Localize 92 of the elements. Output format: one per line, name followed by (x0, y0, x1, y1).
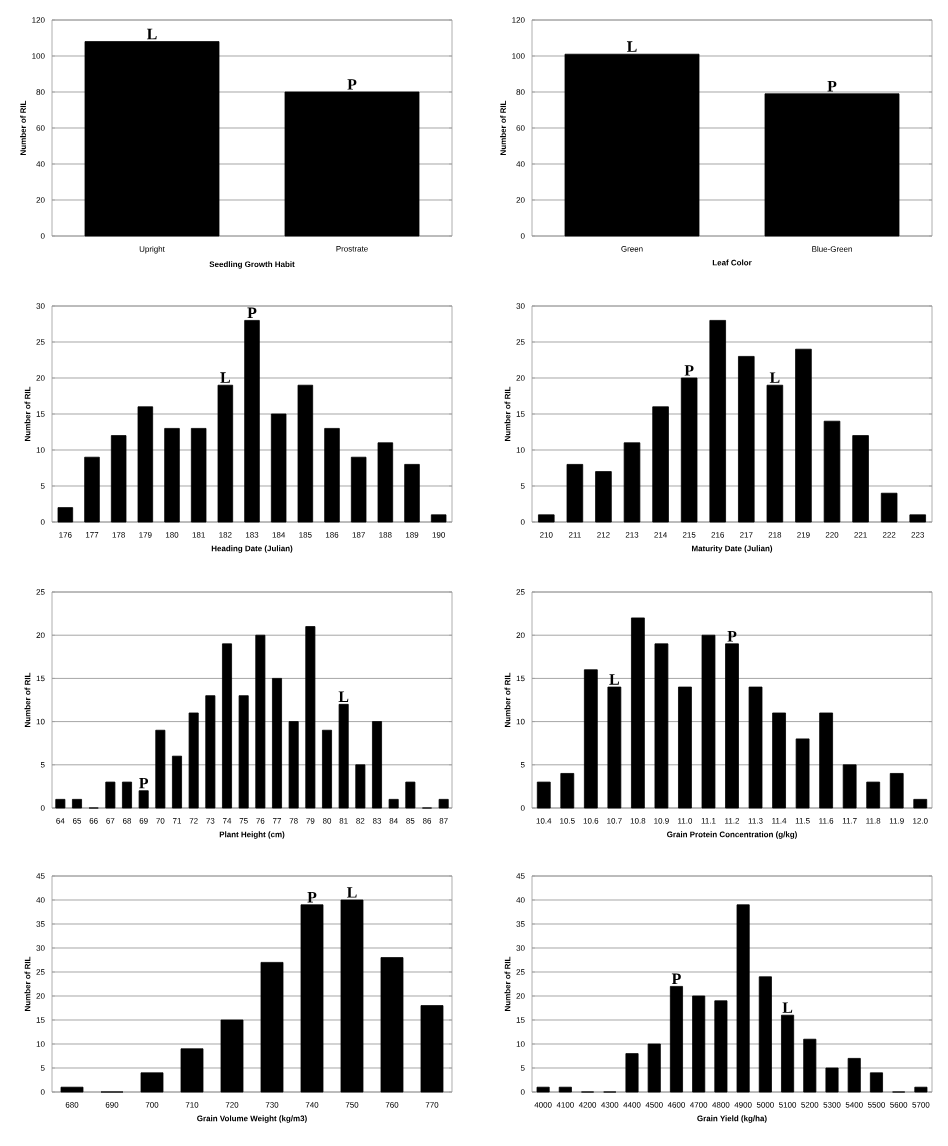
bar (164, 428, 180, 523)
bar (652, 406, 669, 523)
bar (772, 712, 786, 809)
bar (560, 773, 575, 809)
bar (842, 764, 857, 809)
bar (438, 798, 449, 809)
bar (260, 962, 284, 1093)
bar (558, 1086, 572, 1093)
bar (305, 626, 316, 809)
bar (377, 442, 394, 523)
bar (823, 420, 841, 523)
bar (388, 798, 399, 809)
bar (819, 712, 833, 809)
bar (714, 1000, 728, 1093)
bar (595, 471, 612, 523)
bar (244, 320, 260, 523)
bar (583, 669, 598, 809)
bar (909, 514, 926, 523)
bar (869, 1072, 883, 1093)
bar (255, 634, 266, 809)
bar (55, 798, 66, 809)
bar (803, 1038, 817, 1093)
bar (272, 678, 282, 809)
bar (692, 995, 706, 1093)
bar (825, 1067, 839, 1093)
bar (188, 712, 199, 809)
bar (350, 456, 367, 523)
bar (847, 1058, 861, 1093)
bar (654, 643, 669, 809)
bar (566, 464, 584, 523)
bar (625, 1053, 639, 1093)
bar (680, 377, 698, 523)
bar (297, 384, 314, 523)
bar (222, 643, 232, 809)
bar (889, 773, 904, 809)
bar (380, 957, 404, 1093)
bar (155, 729, 166, 809)
bar (795, 348, 812, 523)
bar (607, 686, 622, 809)
bar (324, 428, 340, 523)
bar (340, 899, 364, 1093)
bar (238, 695, 249, 809)
bar (647, 1043, 661, 1093)
bar (404, 464, 420, 523)
bar (913, 798, 928, 809)
bar (880, 492, 898, 523)
bar (60, 1086, 84, 1093)
bar (180, 1048, 204, 1093)
bar (631, 617, 645, 809)
bar (678, 686, 692, 809)
bar (300, 904, 324, 1093)
bar (914, 1086, 928, 1093)
bar (355, 764, 366, 809)
bar (758, 976, 772, 1093)
bar (852, 435, 869, 523)
bar (725, 643, 739, 809)
bar (866, 781, 881, 809)
bar (72, 798, 82, 809)
bar (430, 514, 447, 523)
bar (536, 1086, 550, 1093)
bar (538, 514, 555, 523)
bar (795, 738, 810, 809)
bar (172, 755, 182, 809)
bar (110, 435, 127, 523)
bar (270, 413, 287, 523)
bar (322, 729, 332, 809)
bar (57, 507, 74, 523)
bar (748, 686, 763, 809)
bar (781, 1014, 795, 1093)
bar (766, 384, 784, 523)
bar (288, 721, 299, 809)
bar (709, 320, 726, 523)
bar (338, 703, 349, 809)
bar (220, 1019, 244, 1093)
bar (105, 781, 116, 809)
bar (190, 428, 207, 523)
bar (137, 406, 154, 523)
bar (140, 1072, 164, 1093)
bar (420, 1005, 444, 1093)
bar (736, 904, 750, 1093)
bar (623, 442, 641, 523)
bar (536, 781, 551, 809)
bar (217, 384, 234, 523)
bar (122, 781, 132, 809)
bar (372, 721, 382, 809)
bar (205, 695, 216, 809)
bar (701, 634, 716, 809)
bar (84, 456, 100, 523)
bar (405, 781, 416, 809)
bar (138, 790, 149, 809)
bar (669, 986, 683, 1093)
bar (738, 356, 755, 523)
